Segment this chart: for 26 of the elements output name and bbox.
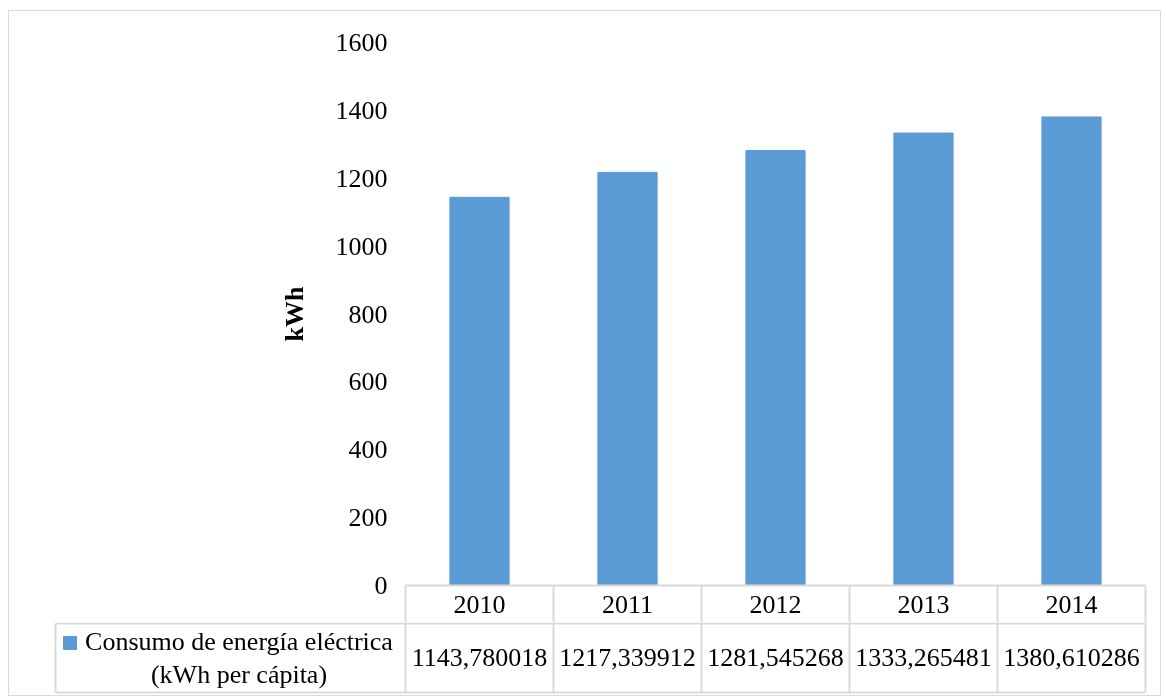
data-label: 1143,780018 bbox=[411, 643, 548, 672]
y-tick-label: 1000 bbox=[335, 231, 388, 261]
data-label: 1380,610286 bbox=[1003, 643, 1140, 672]
y-tick-label: 1400 bbox=[335, 95, 388, 125]
bar bbox=[893, 132, 954, 586]
bar bbox=[449, 196, 510, 586]
x-tick-label: 2012 bbox=[749, 589, 802, 619]
y-tick-label: 1200 bbox=[335, 163, 388, 193]
bar bbox=[1041, 116, 1102, 586]
bar bbox=[745, 150, 806, 586]
legend-label: Consumo de energía eléctrica (kWh per cápita) bbox=[85, 626, 394, 689]
data-label: 1333,265481 bbox=[855, 643, 992, 672]
y-tick-label: 1600 bbox=[335, 28, 388, 57]
bar bbox=[597, 171, 658, 586]
y-tick-label: 400 bbox=[348, 435, 388, 465]
y-tick-label: 600 bbox=[348, 367, 388, 397]
x-tick-label: 2010 bbox=[453, 589, 506, 619]
data-label: 1281,545268 bbox=[707, 643, 844, 672]
y-tick-label: 0 bbox=[374, 571, 388, 600]
x-tick-label: 2014 bbox=[1045, 589, 1098, 619]
y-tick-label: 200 bbox=[348, 503, 388, 533]
x-tick-label: 2011 bbox=[601, 589, 654, 619]
data-label: 1217,339912 bbox=[559, 643, 696, 672]
x-tick-label: 2013 bbox=[897, 589, 950, 619]
y-axis-title: kWh bbox=[279, 286, 309, 342]
y-tick-label: 800 bbox=[348, 299, 388, 329]
